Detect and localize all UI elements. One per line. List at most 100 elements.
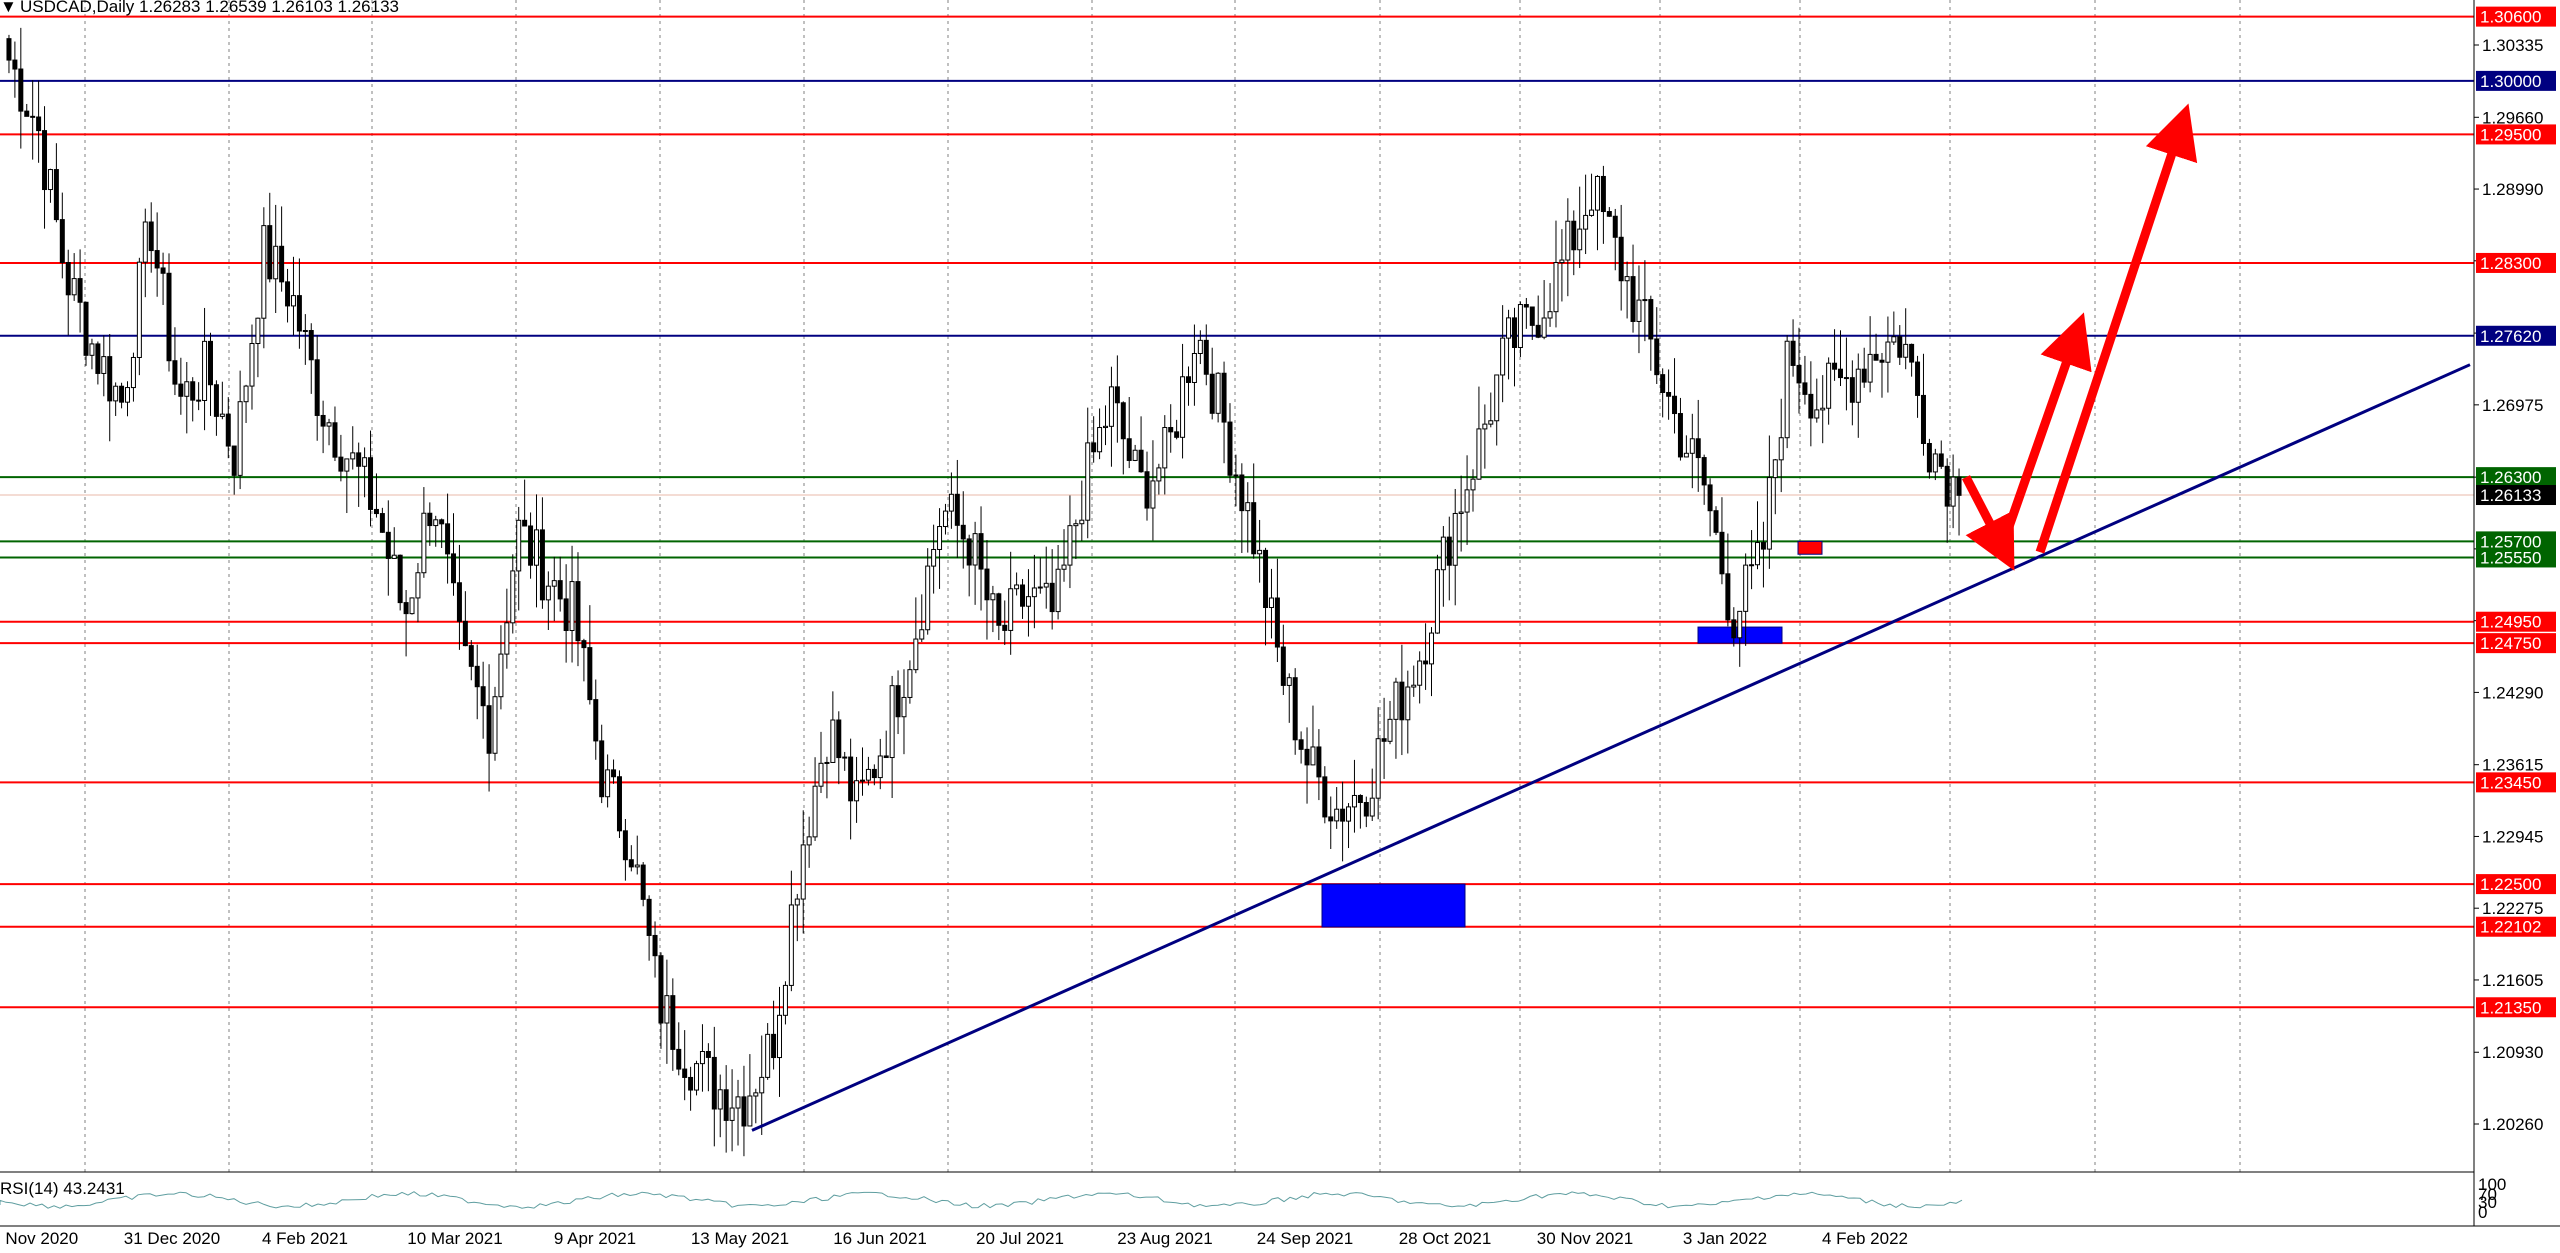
candle-body (1500, 337, 1506, 376)
candle (1636, 265, 1642, 354)
candle (1014, 572, 1020, 596)
candle-body (504, 622, 510, 655)
candle-body (859, 779, 865, 782)
candle (907, 660, 913, 704)
candle-body (202, 340, 208, 401)
rsi-label: RSI(14) 43.2431 (0, 1179, 125, 1198)
candle-body (806, 836, 812, 846)
price-tag-label: 1.25550 (2480, 548, 2541, 567)
candle (871, 764, 877, 786)
candle (409, 597, 415, 615)
candle-body (148, 221, 154, 252)
candle (1832, 329, 1838, 381)
candle (326, 418, 332, 446)
candle-body (996, 593, 1002, 626)
candle (1025, 569, 1031, 637)
candle-body (640, 864, 646, 900)
candle-body (492, 696, 498, 754)
candle-body (699, 1050, 705, 1065)
candle-body (765, 1033, 771, 1078)
candle (213, 380, 219, 436)
price-tag-label: 1.26300 (2480, 468, 2541, 487)
candle (6, 34, 12, 74)
candle (255, 317, 261, 378)
candle-body (178, 383, 184, 397)
candle-body (1760, 542, 1766, 550)
candle-body (101, 356, 107, 374)
candle (901, 669, 907, 755)
candle (1031, 554, 1037, 629)
candle-body (658, 955, 664, 1024)
candle-body (1144, 471, 1150, 509)
candle (1328, 796, 1334, 849)
candle (664, 959, 670, 1064)
candle-body (1891, 336, 1897, 343)
candle (688, 1066, 694, 1111)
price-tag-label: 1.28300 (2480, 254, 2541, 273)
candle (1654, 307, 1660, 384)
candle-body (587, 647, 593, 701)
candle-body (794, 898, 800, 906)
candle (486, 664, 492, 792)
candle (1334, 787, 1340, 829)
y-tick-label: 1.23615 (2482, 756, 2543, 775)
candle (1417, 651, 1423, 704)
candle-body (539, 529, 545, 601)
candle (89, 338, 95, 370)
candle-body (196, 399, 202, 402)
x-tick-label: 16 Jun 2021 (833, 1229, 927, 1248)
candle-body (498, 653, 504, 698)
candle-body (1701, 457, 1707, 486)
candle-body (575, 581, 581, 642)
candle-body (1020, 584, 1026, 607)
candle-body (1861, 368, 1867, 383)
candle (1405, 670, 1411, 754)
candle-body (1031, 587, 1037, 598)
candle-body (379, 513, 385, 533)
candle (302, 314, 308, 365)
candle-body (1037, 586, 1043, 589)
candle-body (1025, 596, 1031, 607)
forecast-arrow (1962, 475, 2015, 571)
candle-body (1476, 428, 1482, 480)
candle-body (1689, 438, 1695, 454)
candle (1677, 397, 1683, 461)
candle-body (385, 531, 391, 559)
candle-body (1387, 718, 1393, 742)
candle-body (1707, 484, 1713, 512)
candle (77, 249, 83, 333)
candle (1843, 337, 1849, 411)
candle (1245, 482, 1251, 553)
candle-body (1506, 317, 1512, 339)
candle-body (285, 281, 291, 307)
candle-body (1174, 431, 1180, 438)
candle-body (24, 110, 30, 117)
candle-body (1346, 806, 1352, 822)
candle-body (445, 523, 451, 555)
price-tag (2476, 547, 2556, 568)
candle (539, 497, 545, 609)
chevron-down-icon[interactable]: ▼ (0, 0, 17, 16)
candle (1263, 547, 1269, 646)
candle (563, 564, 569, 663)
candle-body (1103, 425, 1109, 429)
candle (735, 1079, 741, 1146)
candle (1369, 768, 1375, 822)
candle (225, 397, 231, 459)
candle-body (1067, 525, 1073, 566)
forecast-arrows (1962, 103, 2198, 571)
candle-body (1482, 423, 1488, 430)
candle (1197, 330, 1203, 365)
candle-body (557, 580, 563, 600)
candle (1784, 335, 1790, 449)
y-tick-label: 1.24290 (2482, 683, 2543, 702)
candle-body (59, 219, 65, 264)
candle (142, 208, 148, 298)
candle (877, 738, 883, 790)
candle-body (1156, 467, 1162, 482)
candle (130, 352, 136, 402)
current-price-label: 1.26133 (2480, 486, 2541, 505)
candle-body (1571, 220, 1577, 251)
candle (510, 554, 516, 634)
